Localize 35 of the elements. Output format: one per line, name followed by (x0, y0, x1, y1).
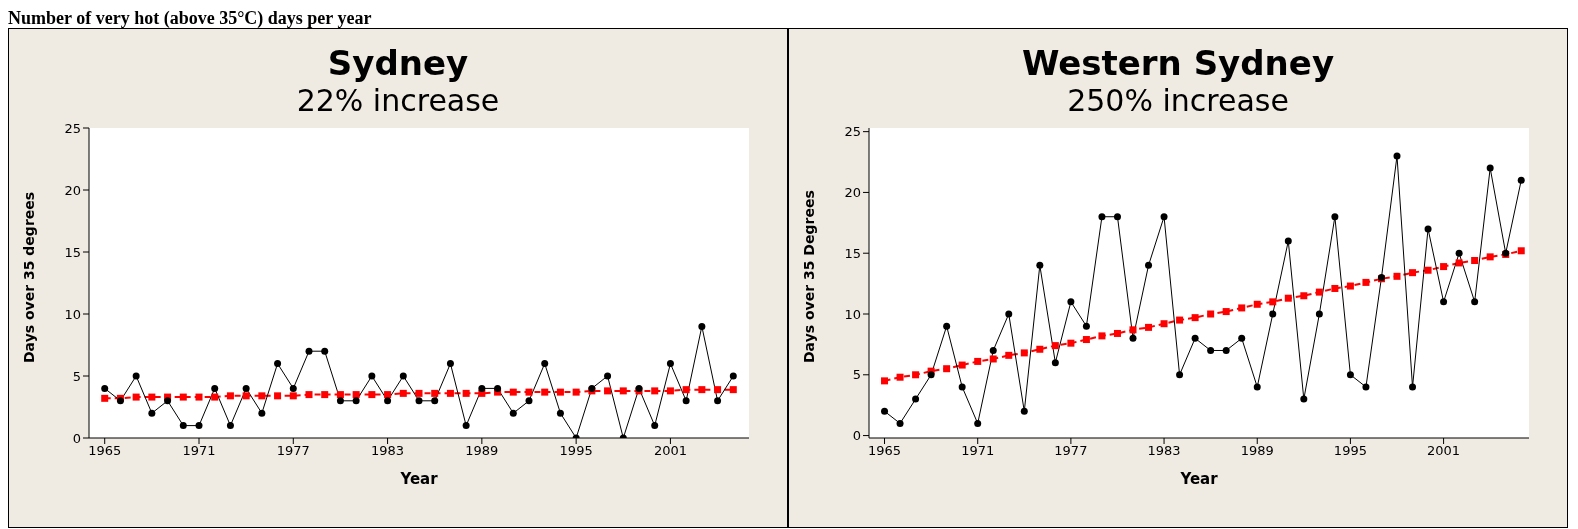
x-tick-label: 1989 (1240, 443, 1274, 459)
x-axis-title: Year (1179, 470, 1219, 488)
y-tick-label: 25 (844, 124, 861, 140)
y-axis-title: Days over 35 degrees (20, 191, 37, 363)
x-tick-label: 1965 (867, 443, 902, 459)
x-axis-title: Year (399, 470, 439, 488)
x-tick-label: 1977 (1054, 443, 1088, 459)
y-axis-title: Days over 35 Degrees (800, 190, 817, 363)
y-tick-label: 20 (64, 182, 81, 198)
x-tick-label: 1995 (559, 443, 593, 459)
x-tick-label: 1989 (465, 443, 499, 459)
y-tick-label: 25 (64, 120, 81, 136)
y-tick-label: 5 (852, 367, 861, 383)
x-tick-label: 2001 (653, 443, 687, 459)
x-tick-label: 1971 (182, 443, 216, 459)
chart-subtitle: 250% increase (1066, 83, 1290, 118)
x-tick-label: 1995 (1333, 443, 1367, 459)
x-tick-label: 1971 (961, 443, 995, 459)
chart-title: Western Sydney (1020, 43, 1336, 83)
chart-subtitle: 22% increase (295, 83, 501, 118)
y-tick-label: 0 (72, 430, 81, 446)
chart-title: Sydney (326, 43, 470, 83)
x-tick-label: 2001 (1427, 443, 1461, 459)
x-tick-label: 1965 (88, 443, 122, 459)
x-tick-label: 1977 (276, 443, 310, 459)
x-tick-label: 1983 (1147, 443, 1181, 459)
y-tick-label: 0 (852, 428, 861, 444)
y-tick-label: 15 (844, 245, 861, 261)
y-tick-label: 10 (64, 306, 81, 322)
text: Number of very hot (above 35°C) days per year (8, 8, 373, 28)
y-tick-label: 15 (64, 244, 81, 260)
x-tick-label: 1983 (371, 443, 405, 459)
y-tick-label: 5 (72, 368, 81, 384)
y-tick-label: 10 (844, 306, 861, 322)
y-tick-label: 20 (844, 185, 861, 201)
